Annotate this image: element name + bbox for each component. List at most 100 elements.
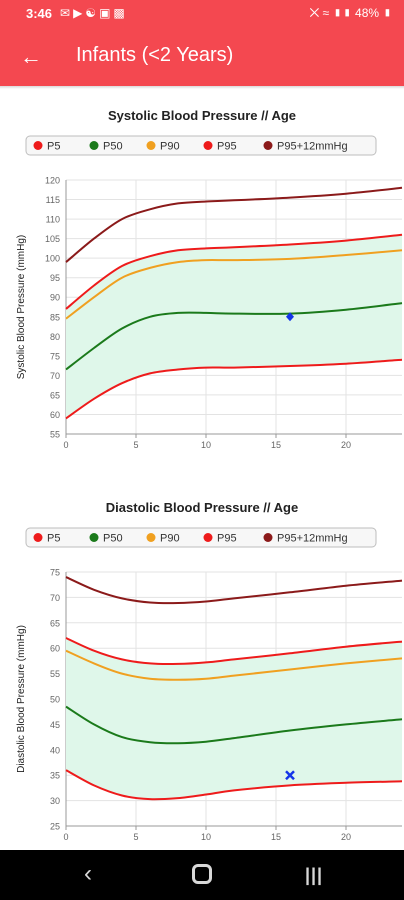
app-bar: ← Infants (<2 Years) [0,28,404,86]
y-tick-label: 115 [46,195,60,205]
systolic-chart: Systolic Blood Pressure // Age P5 P50 P90 P9… [16,108,403,450]
systolic-chart-container: Systolic Blood Pressure // Age P5 P50 P90 P9… [0,96,404,458]
legend-swatch [89,533,99,542]
x-tick-label: 0 [63,832,68,842]
y-tick-label: 95 [50,273,60,283]
y-tick-label: 105 [45,234,60,244]
y-tick-label: 110 [46,215,60,225]
x-tick-label: 20 [341,440,351,450]
legend-label: P95 [217,141,237,153]
series-line-p95-12mmhg [65,576,403,605]
x-tick-label: 20 [341,832,351,842]
series-line-p50 [65,705,403,745]
x-tick-label: 5 [133,440,138,450]
youtube-icon: ▶ [73,6,86,20]
y-tick-label: 50 [50,695,60,705]
y-tick-label: 120 [45,176,60,186]
chart-title: Diastolic Blood Pressure // Age [106,500,298,515]
series-line-p95-12mmhg [65,186,403,263]
y-tick-label: 65 [50,390,60,400]
legend-swatch [89,141,99,150]
nav-home-icon[interactable] [182,860,222,890]
chart-legend: P5 P50 P90 P95 P95+12mmHg [25,527,377,548]
legend-swatch [33,141,43,150]
legend-label: P90 [160,533,180,545]
y-axis-label: Systolic Blood Pressure (mmHg) [16,235,27,379]
legend-label: P5 [47,533,60,545]
x-tick-label: 10 [201,832,211,842]
x-tick-label: 10 [201,440,211,450]
patient-marker [286,312,294,322]
message-icon: ✉ [60,6,74,20]
marker-stroke [285,770,295,781]
battery-icon: ▮ [382,6,392,20]
y-tick-label: 75 [50,568,60,578]
legend-box [25,527,377,548]
x-tick-label: 0 [63,440,68,450]
patient-marker [285,770,295,781]
status-bar: 3:46 ✉▶☯▣▩ ⨉ ≈ ▮▮ 48% ▮ [0,0,404,28]
notification-icons: ✉▶☯▣▩ [60,6,128,20]
legend-box [25,135,377,156]
y-tick-label: 65 [50,618,60,628]
chart-legend: P5 P50 P90 P95 P95+12mmHg [25,135,377,156]
status-time: 3:46 [26,6,53,21]
navigation-bar: ‹ ||| [0,850,404,900]
y-tick-label: 40 [50,745,60,755]
wifi-icon: ≈ [322,6,330,20]
y-tick-label: 55 [50,430,60,440]
legend-swatch [146,141,156,150]
app-icon: ☯ [85,6,100,20]
legend-swatch [263,533,273,542]
signal-icon: ▮▮ [332,6,352,20]
series-line-p50 [65,302,403,371]
y-tick-label: 25 [50,822,60,832]
system-icons: ⨉ ≈ ▮▮ 48% ▮ [310,6,392,21]
diastolic-chart-container: Diastolic Blood Pressure // Age P5 P50 P90 P… [0,488,404,850]
y-tick-label: 70 [50,371,60,381]
x-tick-label: 15 [271,832,281,842]
image-icon: ▣ [99,6,114,20]
normal-range-band [66,234,402,419]
app-icon: ▩ [113,6,128,20]
legend-swatch [203,533,213,542]
y-tick-label: 35 [50,771,60,781]
nav-back-icon[interactable]: ‹ [84,860,92,887]
legend-label: P50 [103,533,123,545]
y-tick-label: 45 [50,720,60,730]
legend-swatch [263,141,273,150]
mute-icon: ⨉ [309,6,320,20]
legend-label: P95+12mmHg [277,141,348,153]
series-line-p95 [65,233,403,310]
y-tick-label: 70 [50,593,60,603]
legend-label: P5 [47,141,60,153]
series-line-p90 [65,249,403,320]
series-line-p5 [65,358,403,420]
legend-label: P95+12mmHg [277,533,348,545]
series-line-p90 [65,649,403,681]
y-axis-label: Diastolic Blood Pressure (mmHg) [16,625,27,773]
legend-label: P50 [103,141,123,153]
y-tick-label: 60 [50,644,60,654]
x-tick-label: 15 [271,440,281,450]
legend-swatch [146,533,156,542]
y-tick-label: 60 [50,410,60,420]
series-line-p5 [65,769,403,801]
chart-title: Systolic Blood Pressure // Age [108,108,296,123]
legend-swatch [33,533,43,542]
page-title: Infants (<2 Years) [76,44,234,66]
y-tick-label: 75 [50,351,60,361]
app-bar-shadow [0,86,404,89]
battery-percent: 48% [355,6,380,20]
nav-recents-icon[interactable]: ||| [304,865,324,885]
legend-label: P95 [217,533,237,545]
y-tick-label: 100 [45,254,60,264]
x-tick-label: 5 [133,832,138,842]
y-tick-label: 55 [50,669,60,679]
back-arrow-icon[interactable]: ← [20,44,42,69]
y-tick-label: 30 [50,796,60,806]
legend-label: P90 [160,141,180,153]
series-line-p95 [65,637,403,666]
y-tick-label: 90 [50,293,60,303]
